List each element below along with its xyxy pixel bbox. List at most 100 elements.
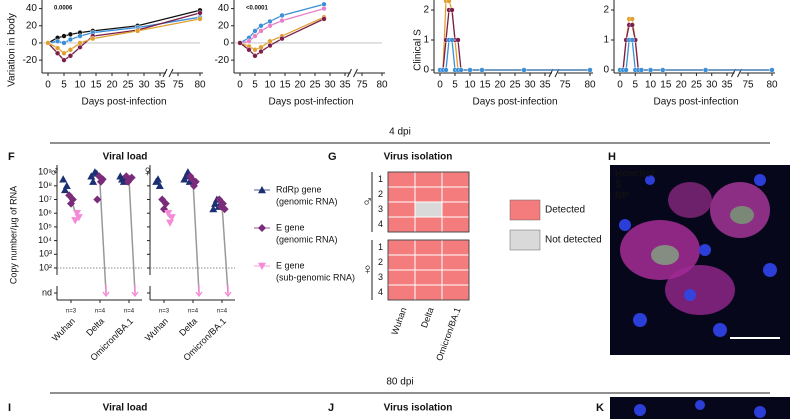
- data-point: [629, 22, 635, 28]
- data-point: [769, 67, 775, 73]
- y-tick-label: 0: [31, 38, 37, 49]
- grid-cell: [441, 171, 470, 188]
- column-label: Delta: [419, 306, 436, 329]
- data-point: [638, 67, 645, 73]
- data-point: [61, 50, 67, 56]
- data-point: [67, 36, 74, 43]
- micrograph: [610, 165, 790, 419]
- panel-title: Virus isolation: [384, 403, 453, 414]
- data-point: [67, 53, 74, 59]
- data-point: [458, 67, 464, 73]
- x-tick-label: 0: [237, 80, 243, 91]
- y-tick-label: 2: [603, 5, 609, 16]
- data-point: [59, 175, 68, 183]
- data-point: [449, 7, 455, 13]
- column-label: Wuhan: [390, 306, 409, 336]
- data-point: [209, 205, 218, 213]
- x-tick-label: 0: [617, 80, 623, 91]
- pair-line: [128, 178, 136, 294]
- y-axis-title: Variation in body: [7, 13, 18, 87]
- y-axis-title: Copy number/µg of RNA: [8, 186, 18, 284]
- n-label: n=3: [66, 309, 77, 315]
- grid-cell: [414, 239, 443, 256]
- data-point: [68, 195, 77, 204]
- x-tick-label: 10: [464, 80, 476, 91]
- grid-cell: [414, 254, 443, 271]
- data-point: [45, 40, 51, 46]
- panel-label: G: [328, 151, 337, 163]
- n-label: n=3: [159, 309, 170, 315]
- grid-cell: [441, 254, 470, 271]
- channel-label: NP: [615, 191, 629, 202]
- x-tick-label: 20: [106, 80, 118, 91]
- grid-cell: [441, 201, 470, 218]
- data-point: [197, 16, 203, 22]
- x-tick-label: 15: [90, 80, 102, 91]
- data-point: [267, 23, 273, 29]
- grid-cell: [441, 269, 470, 286]
- y-tick-label: 20: [218, 20, 230, 31]
- data-point: [67, 47, 74, 53]
- sex-symbol: ♂: [362, 193, 373, 210]
- data-point: [267, 38, 273, 44]
- data-point: [267, 18, 273, 25]
- annotation: <0.0001: [246, 6, 269, 12]
- grid-frame: [387, 239, 470, 301]
- data-point: [89, 177, 98, 185]
- x-tick-label: 25: [122, 80, 134, 91]
- panel-title: Viral load: [103, 152, 148, 163]
- grid-cell: [387, 171, 416, 188]
- grid-cell: [414, 171, 443, 188]
- data-point: [246, 38, 252, 44]
- data-point: [185, 177, 194, 185]
- sex-symbol: ♂: [49, 163, 60, 180]
- x-tick-label: Wuhan: [50, 316, 77, 343]
- y-tick-label: 10⁶: [38, 208, 52, 218]
- data-point: [62, 181, 71, 190]
- data-point: [321, 1, 327, 7]
- y-tick-label: 0: [603, 65, 609, 76]
- x-tick-label: 25: [309, 80, 321, 91]
- pair-line: [192, 180, 200, 294]
- panel-title: Virus isolation: [384, 152, 453, 163]
- data-point: [258, 23, 264, 29]
- data-point: [629, 37, 635, 43]
- data-point: [647, 67, 654, 73]
- x-tick-label: 75: [356, 80, 368, 91]
- x-tick-label: 10: [645, 80, 657, 91]
- series-line: [620, 24, 772, 71]
- y-tick-label: 2: [423, 5, 429, 16]
- grid-cell: [414, 284, 443, 301]
- x-tick-label: 25: [691, 80, 703, 91]
- data-point: [702, 67, 709, 73]
- grid-cell: [387, 216, 416, 233]
- x-tick-label: 80: [766, 80, 778, 91]
- x-tick-label: 20: [494, 80, 506, 91]
- grid-cell: [387, 239, 416, 256]
- row-label: 2: [378, 189, 383, 199]
- pair-line: [221, 204, 229, 294]
- data-point: [167, 214, 176, 222]
- x-tick-label: 35: [339, 80, 351, 91]
- x-tick-label: Delta: [84, 316, 106, 338]
- data-point: [90, 36, 96, 42]
- grid-cell: [414, 216, 443, 233]
- n-label: n=4: [188, 309, 199, 315]
- grid-cell: [441, 239, 470, 256]
- grid-cell: [387, 284, 416, 301]
- panel-label: H: [608, 151, 616, 163]
- legend-label: RdRp gene: [276, 184, 322, 194]
- x-tick-label: 80: [584, 80, 596, 91]
- data-point: [161, 199, 170, 208]
- x-tick-label: 30: [524, 80, 536, 91]
- x-axis-title: Days post-infection: [268, 97, 353, 108]
- x-tick-label: 80: [376, 80, 388, 91]
- x-tick-label: 10: [74, 80, 86, 91]
- x-tick-label: Delta: [177, 316, 199, 338]
- panel-title: Viral load: [103, 403, 148, 414]
- column-label: Omicron/BA.1: [434, 306, 463, 362]
- data-point: [587, 67, 593, 73]
- x-tick-label: 30: [138, 80, 150, 91]
- row-label: 3: [378, 272, 383, 282]
